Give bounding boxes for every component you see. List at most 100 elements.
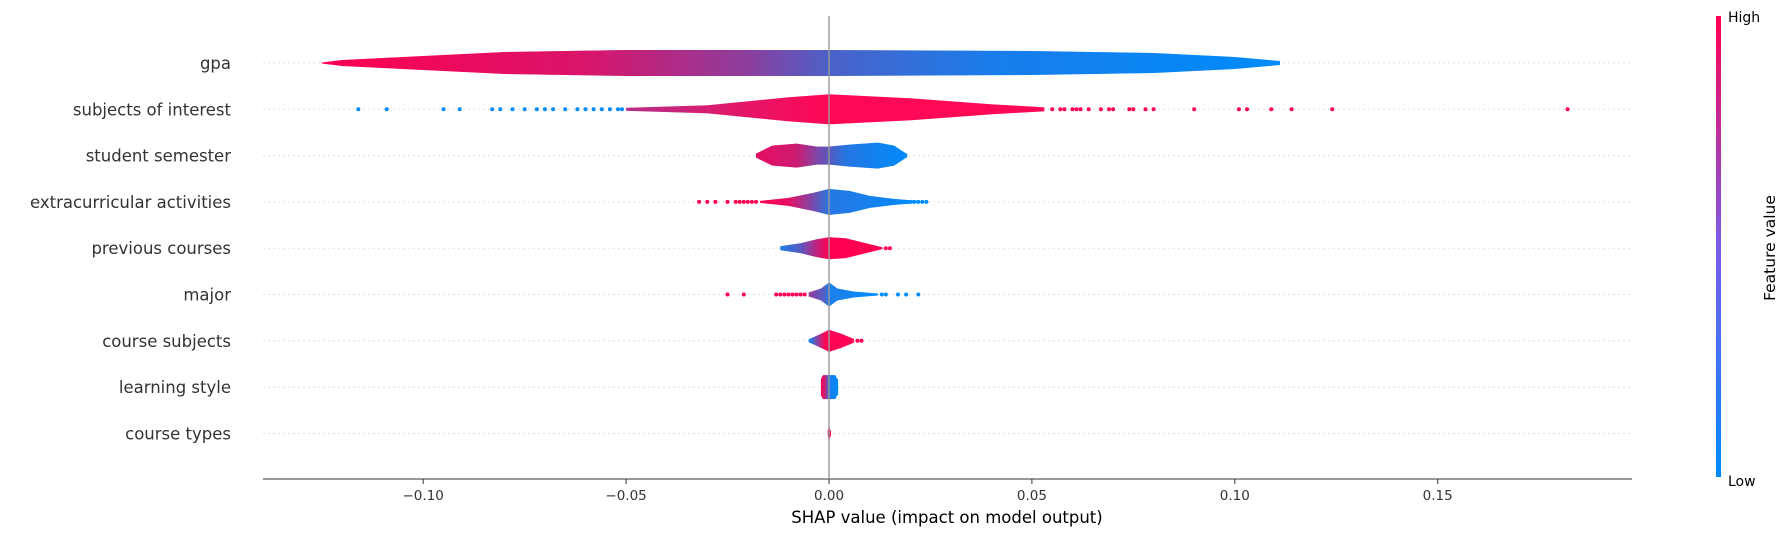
violin-slice: [759, 50, 761, 76]
outlier-point: [1143, 107, 1148, 112]
violin-slice: [839, 189, 841, 214]
outlier-point: [790, 292, 795, 297]
violin-slice: [900, 50, 902, 76]
violin-slice: [994, 104, 996, 115]
violin-slice: [1050, 51, 1052, 75]
violin-slice: [418, 56, 420, 70]
violin-slice: [757, 100, 759, 119]
violin-slice: [606, 50, 608, 76]
violin-slice: [1000, 104, 1002, 114]
violin-slice: [1067, 51, 1069, 75]
violin-slice: [992, 50, 994, 76]
violin-slice: [682, 50, 684, 76]
violin-slice: [485, 52, 487, 74]
violin-slice: [742, 50, 744, 76]
violin-slice: [831, 375, 834, 400]
violin-slice: [908, 50, 910, 76]
violin-slice: [786, 50, 788, 76]
violin-slice: [757, 50, 759, 76]
violin-slice: [806, 241, 808, 255]
violin-slice: [898, 199, 900, 205]
violin-slice: [876, 293, 878, 296]
violin-slice: [466, 53, 468, 73]
violin-slice: [842, 334, 844, 347]
violin-slice: [864, 50, 866, 76]
violin-slice: [424, 55, 426, 71]
violin-slice: [871, 142, 874, 169]
violin-slice: [1278, 60, 1280, 66]
violin-slice: [1127, 52, 1129, 74]
violin-slice: [883, 96, 885, 122]
violin-slice: [1184, 54, 1186, 72]
violin-slice: [705, 105, 707, 114]
violin-slice: [1045, 51, 1047, 75]
violin-slice: [885, 144, 888, 167]
violin-slice: [802, 50, 804, 76]
violin-slice: [722, 50, 724, 76]
violin-slice: [891, 145, 894, 166]
violin-slice: [920, 99, 922, 120]
violin-slice: [976, 103, 978, 116]
violin-slice: [835, 145, 838, 166]
violin-slice: [625, 50, 627, 76]
violin-slice: [775, 50, 777, 76]
violin-slice: [907, 50, 909, 76]
outlier-point: [1078, 107, 1083, 112]
colorbar-high-label: High: [1728, 10, 1760, 26]
outlier-point: [916, 199, 921, 204]
violin-slice: [729, 50, 731, 76]
violin-slice: [835, 189, 837, 215]
violin-slice: [848, 337, 850, 345]
violin-slice: [986, 103, 988, 115]
violin-slice: [746, 101, 748, 118]
violin-slice: [824, 94, 826, 124]
violin-slice: [1145, 52, 1147, 74]
violin-slice: [1021, 106, 1023, 113]
violin-slice: [340, 60, 342, 66]
outlier-point: [1107, 107, 1111, 112]
violin-slice: [626, 107, 628, 111]
violin-slice: [968, 102, 970, 116]
violin-slice: [553, 51, 555, 75]
violin-slice: [1103, 52, 1105, 74]
violin-slice: [848, 190, 850, 213]
violin-slice: [790, 197, 792, 207]
violin-slice: [819, 334, 821, 348]
violin-slice: [1029, 50, 1031, 76]
violin-slice: [694, 50, 696, 76]
violin-slice: [773, 50, 775, 76]
violin-slice: [839, 94, 841, 124]
violin-slice: [837, 332, 839, 349]
violin-slice: [617, 50, 619, 76]
violin-slice: [1125, 52, 1127, 74]
violin-slice: [1243, 57, 1245, 69]
violin-slice: [890, 198, 892, 206]
violin-slice: [1238, 57, 1240, 69]
violin-slice: [600, 50, 602, 76]
violin-slice: [855, 291, 857, 298]
violin-slice: [892, 145, 895, 166]
violin-slice: [760, 50, 762, 76]
violin-slice: [994, 50, 996, 76]
violin-slice: [681, 106, 683, 113]
violin-slice: [798, 144, 801, 168]
violin-slice: [844, 335, 846, 347]
violin-slice: [1022, 106, 1024, 113]
violin-slice: [632, 107, 634, 111]
violin-slice: [412, 56, 414, 70]
violin-slice: [854, 95, 856, 124]
violin-slice: [816, 289, 818, 300]
violin-slice: [662, 50, 664, 76]
violin-slice: [831, 330, 833, 351]
violin-slice: [958, 50, 960, 76]
violin-slice: [1007, 50, 1009, 76]
violin-slice: [788, 97, 790, 122]
x-tick-label: −0.05: [605, 488, 646, 504]
violin-slice: [808, 193, 810, 211]
violin-slice: [1248, 58, 1250, 68]
violin-slice: [751, 100, 753, 118]
violin-slice: [666, 50, 668, 76]
violin-slice: [554, 51, 556, 75]
violin-slice: [801, 96, 803, 123]
violin-slice: [882, 50, 884, 76]
